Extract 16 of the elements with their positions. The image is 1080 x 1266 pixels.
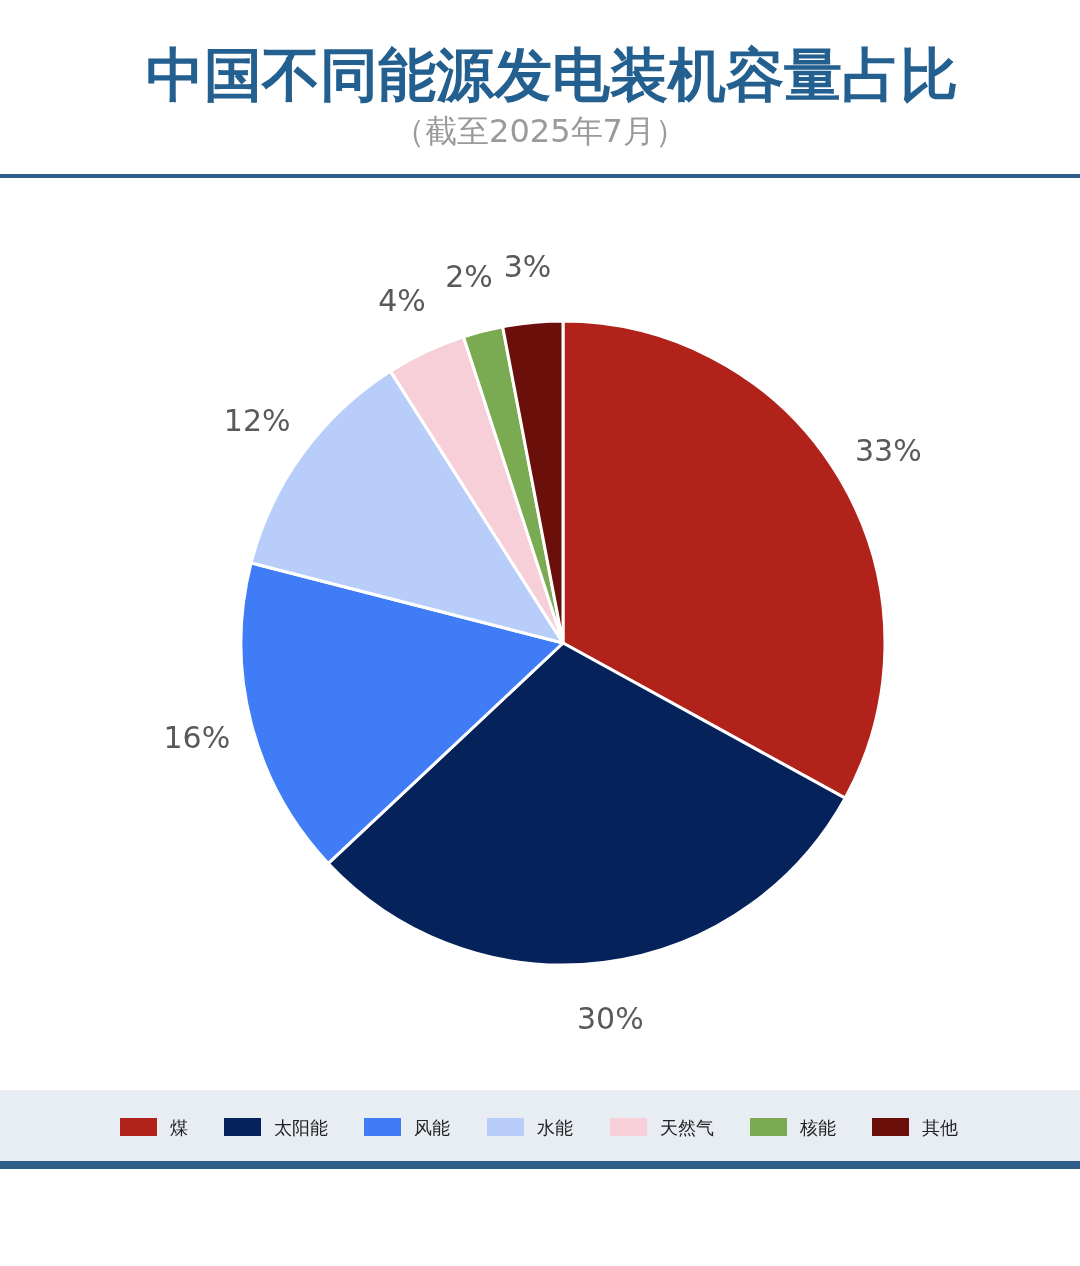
legend-label: 天然气	[660, 1116, 714, 1138]
chart-title: 中国不同能源发电装机容量占比	[146, 41, 958, 109]
legend-label: 太阳能	[274, 1116, 328, 1138]
legend-label: 风能	[414, 1116, 450, 1138]
data-label: 33%	[855, 433, 922, 469]
data-label: 16%	[163, 719, 231, 755]
legend-label: 核能	[799, 1116, 836, 1138]
legend-label: 煤	[170, 1116, 188, 1138]
data-label: 2%	[445, 259, 493, 295]
data-label: 30%	[577, 1000, 644, 1036]
data-label: 12%	[223, 403, 291, 439]
data-label: 3%	[503, 249, 552, 285]
chart-subtitle: （截至2025年7月）	[393, 112, 687, 150]
legend-label: 其他	[922, 1116, 958, 1138]
data-label: 4%	[378, 283, 426, 319]
legend-label: 水能	[537, 1116, 573, 1138]
